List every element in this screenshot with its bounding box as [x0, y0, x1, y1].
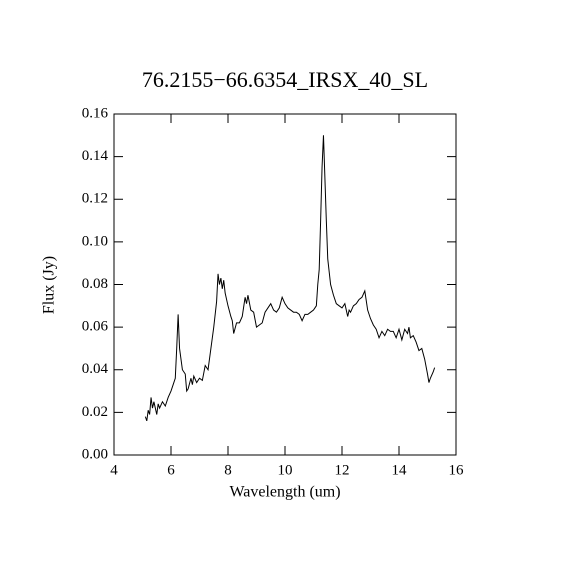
x-tick-label: 6	[167, 462, 175, 478]
y-tick-label: 0.06	[82, 319, 109, 335]
y-tick-label: 0.04	[82, 361, 109, 377]
spectrum-line	[144, 135, 436, 422]
y-tick-label: 0.14	[82, 148, 109, 164]
y-tick-label: 0.08	[82, 276, 108, 292]
y-tick-label: 0.02	[82, 404, 108, 420]
y-tick-label: 0.10	[82, 233, 108, 249]
y-tick-label: 0.16	[82, 105, 109, 121]
y-axis-label: Flux (Jy)	[41, 256, 58, 314]
y-tick-label: 0.00	[82, 446, 108, 462]
y-tick-label: 0.12	[82, 191, 108, 207]
x-tick-label: 12	[335, 462, 350, 478]
x-tick-label: 14	[392, 462, 408, 478]
x-tick-label: 16	[449, 462, 465, 478]
x-tick-label: 4	[110, 462, 118, 478]
chart-title: 76.2155−66.6354_IRSX_40_SL	[142, 67, 428, 92]
x-axis-label: Wavelength (um)	[229, 484, 340, 501]
x-tick-label: 8	[224, 462, 232, 478]
x-tick-label: 10	[278, 462, 293, 478]
